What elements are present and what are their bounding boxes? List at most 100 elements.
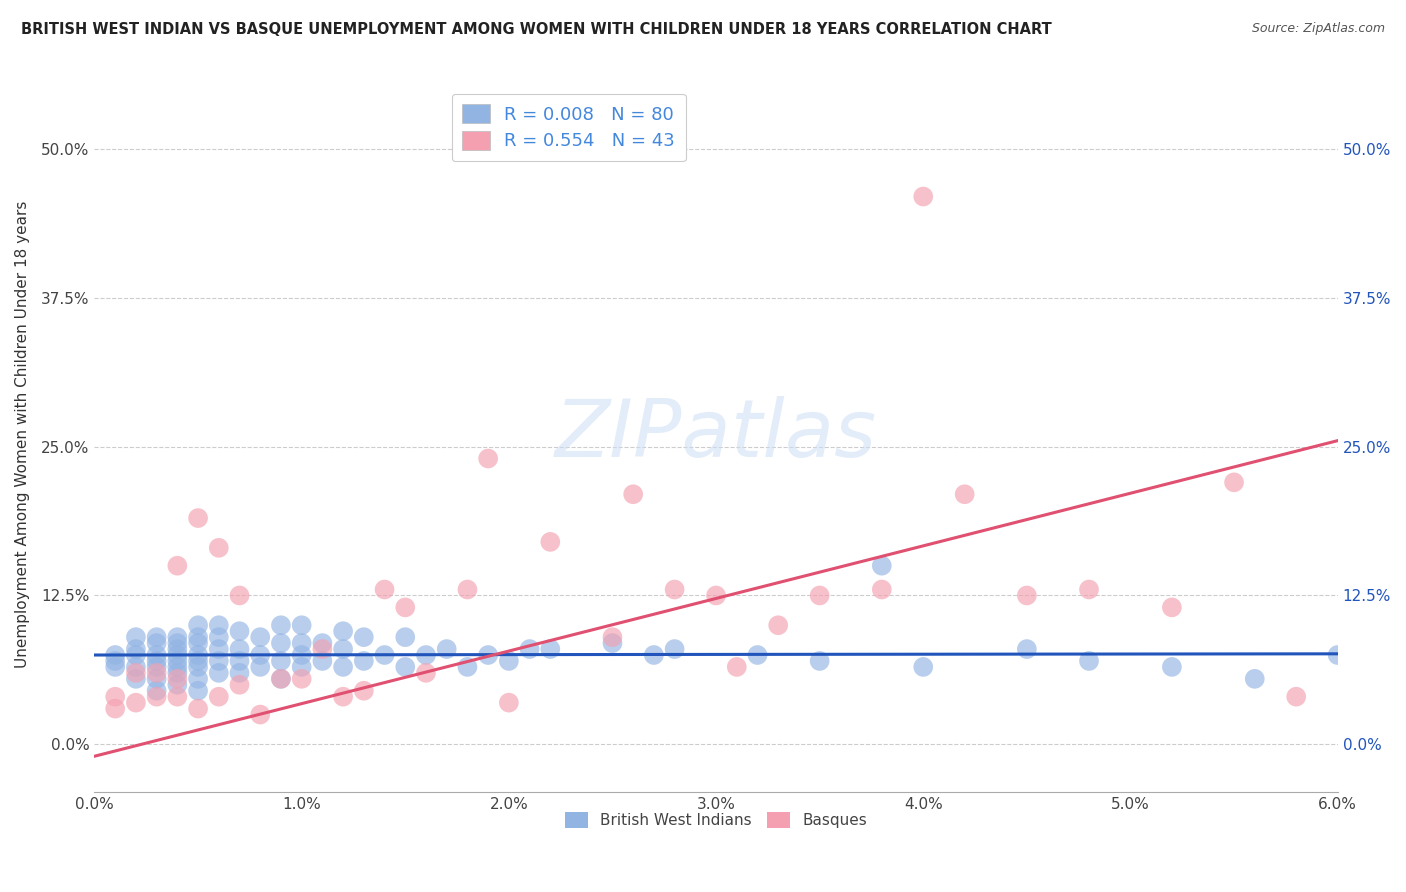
Point	[270, 618, 292, 632]
Point	[332, 660, 354, 674]
Point	[187, 654, 209, 668]
Point	[808, 654, 831, 668]
Point	[643, 648, 665, 662]
Point	[166, 660, 188, 674]
Point	[166, 642, 188, 657]
Point	[953, 487, 976, 501]
Point	[270, 636, 292, 650]
Point	[166, 654, 188, 668]
Point	[498, 696, 520, 710]
Point	[1078, 654, 1101, 668]
Point	[766, 618, 789, 632]
Point	[104, 648, 127, 662]
Point	[311, 642, 333, 657]
Point	[270, 672, 292, 686]
Point	[664, 642, 686, 657]
Point	[538, 534, 561, 549]
Point	[125, 648, 148, 662]
Point	[145, 672, 167, 686]
Point	[125, 665, 148, 680]
Point	[145, 648, 167, 662]
Point	[187, 630, 209, 644]
Point	[187, 672, 209, 686]
Point	[104, 690, 127, 704]
Point	[187, 511, 209, 525]
Point	[228, 678, 250, 692]
Point	[1160, 660, 1182, 674]
Point	[353, 654, 375, 668]
Point	[208, 630, 231, 644]
Point	[187, 636, 209, 650]
Point	[519, 642, 541, 657]
Point	[270, 672, 292, 686]
Point	[291, 672, 314, 686]
Point	[353, 683, 375, 698]
Point	[166, 630, 188, 644]
Point	[104, 660, 127, 674]
Point	[166, 665, 188, 680]
Point	[208, 690, 231, 704]
Point	[125, 630, 148, 644]
Point	[228, 589, 250, 603]
Point	[187, 618, 209, 632]
Point	[332, 642, 354, 657]
Point	[704, 589, 727, 603]
Point	[187, 683, 209, 698]
Point	[1285, 690, 1308, 704]
Point	[664, 582, 686, 597]
Y-axis label: Unemployment Among Women with Children Under 18 years: Unemployment Among Women with Children U…	[15, 201, 30, 668]
Point	[208, 642, 231, 657]
Point	[311, 636, 333, 650]
Point	[1243, 672, 1265, 686]
Point	[602, 630, 624, 644]
Point	[870, 582, 893, 597]
Point	[1015, 642, 1038, 657]
Point	[104, 654, 127, 668]
Point	[808, 589, 831, 603]
Point	[104, 701, 127, 715]
Point	[166, 678, 188, 692]
Point	[394, 600, 416, 615]
Point	[870, 558, 893, 573]
Point	[602, 636, 624, 650]
Point	[187, 701, 209, 715]
Point	[394, 660, 416, 674]
Point	[415, 648, 437, 662]
Point	[228, 654, 250, 668]
Point	[456, 582, 478, 597]
Point	[166, 690, 188, 704]
Point	[1326, 648, 1348, 662]
Point	[145, 690, 167, 704]
Point	[1223, 475, 1246, 490]
Point	[747, 648, 769, 662]
Text: Source: ZipAtlas.com: Source: ZipAtlas.com	[1251, 22, 1385, 36]
Point	[436, 642, 458, 657]
Point	[249, 707, 271, 722]
Point	[332, 624, 354, 639]
Point	[145, 660, 167, 674]
Point	[228, 665, 250, 680]
Point	[249, 630, 271, 644]
Point	[311, 654, 333, 668]
Text: BRITISH WEST INDIAN VS BASQUE UNEMPLOYMENT AMONG WOMEN WITH CHILDREN UNDER 18 YE: BRITISH WEST INDIAN VS BASQUE UNEMPLOYME…	[21, 22, 1052, 37]
Point	[208, 618, 231, 632]
Point	[415, 665, 437, 680]
Point	[125, 696, 148, 710]
Point	[621, 487, 644, 501]
Point	[187, 660, 209, 674]
Point	[228, 642, 250, 657]
Point	[145, 630, 167, 644]
Point	[912, 660, 935, 674]
Point	[249, 660, 271, 674]
Point	[145, 683, 167, 698]
Point	[208, 654, 231, 668]
Point	[538, 642, 561, 657]
Point	[1160, 600, 1182, 615]
Point	[145, 665, 167, 680]
Point	[166, 558, 188, 573]
Legend: British West Indians, Basques: British West Indians, Basques	[560, 806, 873, 834]
Point	[291, 660, 314, 674]
Text: ZIPatlas: ZIPatlas	[555, 396, 877, 474]
Point	[912, 189, 935, 203]
Point	[270, 654, 292, 668]
